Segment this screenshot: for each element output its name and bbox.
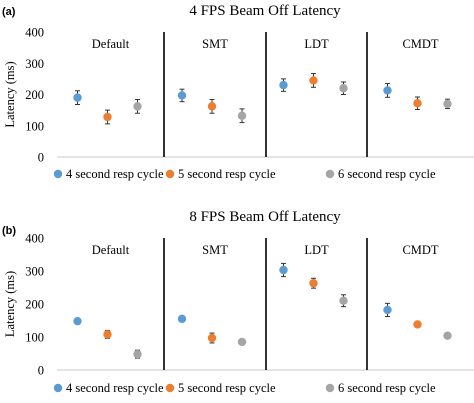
data-point	[413, 99, 422, 108]
legend-label: 4 second resp cycle	[66, 381, 164, 395]
legend-label: 5 second resp cycle	[178, 381, 276, 395]
group-label: CMDT	[402, 243, 438, 257]
data-point	[309, 279, 318, 288]
legend-marker	[53, 383, 63, 393]
legend-marker	[325, 383, 335, 393]
legend-label: 4 second resp cycle	[66, 167, 164, 181]
group-label: LDT	[304, 37, 329, 51]
y-tick-label: 400	[25, 26, 44, 40]
legend-marker	[165, 383, 175, 393]
y-tick-label: 100	[25, 119, 44, 133]
data-point	[413, 320, 422, 329]
data-point	[133, 102, 142, 111]
data-point	[103, 112, 112, 122]
legend-label: 6 second resp cycle	[338, 167, 436, 181]
data-point	[237, 111, 247, 120]
data-point	[177, 91, 187, 100]
panel-tag: (b)	[2, 225, 16, 237]
data-point	[207, 333, 217, 343]
data-point	[339, 84, 348, 93]
chart-panel-2: (b) 8 FPS Beam Off Latency Latency (ms) 0 10…	[2, 209, 474, 395]
data-point	[207, 102, 217, 111]
y-tick-label: 100	[25, 331, 44, 345]
legend-label: 6 second resp cycle	[338, 381, 436, 395]
data-point	[383, 305, 392, 315]
legend-label: 5 second resp cycle	[178, 167, 276, 181]
y-axis-label: Latency (ms)	[3, 271, 17, 337]
data-point	[237, 337, 247, 347]
y-tick-label: 0	[38, 364, 44, 378]
data-point	[279, 265, 288, 275]
data-point	[443, 331, 452, 340]
y-tick-label: 300	[25, 265, 44, 279]
group-label: SMT	[202, 243, 228, 257]
data-point	[279, 80, 288, 90]
chart-title: 8 FPS Beam Off Latency	[189, 209, 341, 225]
chart-title: 4 FPS Beam Off Latency	[189, 3, 341, 19]
data-point	[339, 296, 348, 305]
data-point	[73, 93, 82, 102]
group-label: Default	[92, 37, 130, 51]
y-tick-label: 400	[25, 232, 44, 246]
data-point	[73, 316, 82, 326]
group-label: LDT	[304, 243, 329, 257]
y-tick-label: 200	[25, 298, 44, 312]
group-label: Default	[92, 243, 130, 257]
data-point	[103, 330, 112, 339]
group-label: CMDT	[402, 37, 438, 51]
panel-tag: (a)	[2, 6, 16, 18]
legend-marker	[165, 169, 175, 179]
y-tick-label: 0	[38, 151, 44, 165]
legend-marker	[53, 169, 63, 179]
data-point	[177, 314, 187, 324]
legend-marker	[325, 169, 335, 179]
y-axis-label: Latency (ms)	[3, 61, 17, 127]
chart-panel-1: (a) 4 FPS Beam Off Latency Latency (ms) 0 10…	[2, 3, 474, 181]
data-point	[133, 349, 142, 359]
group-label: SMT	[202, 37, 228, 51]
y-tick-label: 300	[25, 57, 44, 71]
y-tick-label: 200	[25, 88, 44, 102]
data-point	[383, 86, 392, 95]
data-point	[309, 76, 318, 85]
data-point	[443, 99, 452, 109]
